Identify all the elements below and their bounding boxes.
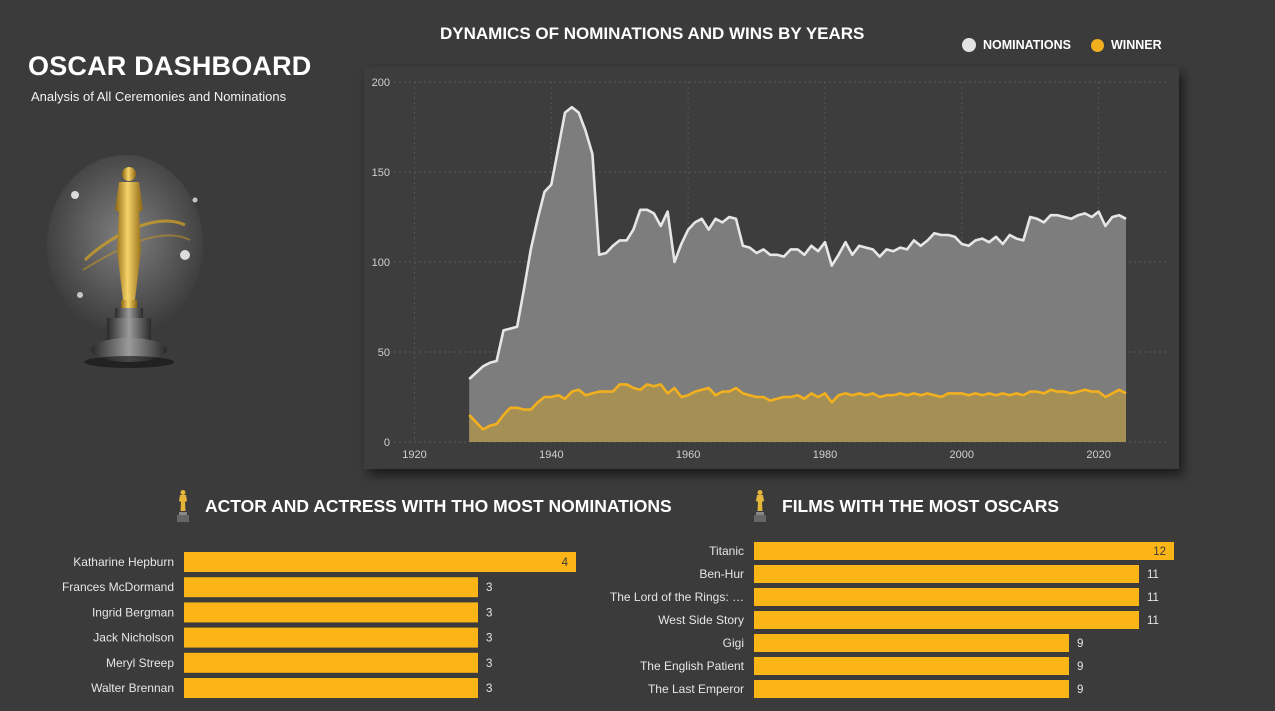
bar-value-label: 4 <box>562 557 569 569</box>
bar <box>184 678 478 698</box>
bar-value-label: 9 <box>1077 661 1083 673</box>
bar <box>754 657 1069 675</box>
x-tick-label: 1940 <box>539 449 563 461</box>
y-tick-label: 100 <box>372 257 390 269</box>
dashboard-subtitle: Analysis of All Ceremonies and Nominatio… <box>31 89 287 104</box>
bar-value-label: 12 <box>1153 546 1166 558</box>
bar <box>754 680 1069 698</box>
bar-value-label: 9 <box>1077 684 1083 696</box>
bar-category-label: The Lord of the Rings: … <box>610 590 744 604</box>
x-tick-label: 1980 <box>813 449 837 461</box>
bar-category-label: West Side Story <box>658 613 744 627</box>
films-bar-chart: Titanic 12 Ben-Hur 11 The Lord of the Rings:… <box>610 542 1174 698</box>
line-chart-title: DYNAMICS OF NOMINATIONS AND WINS BY YEAR… <box>440 24 865 43</box>
bar-category-label: Gigi <box>723 636 744 650</box>
x-tick-label: 2000 <box>950 449 974 461</box>
bar-value-label: 3 <box>486 633 492 645</box>
bar-value-label: 3 <box>486 658 492 670</box>
legend-label-nominations: NOMINATIONS <box>983 38 1071 52</box>
bar-value-label: 3 <box>486 582 492 594</box>
bar <box>184 602 478 623</box>
bar-category-label: Ben-Hur <box>699 567 744 581</box>
bar <box>184 652 478 673</box>
bar-category-label: Titanic <box>709 544 744 558</box>
bar-value-label: 3 <box>486 683 492 695</box>
x-tick-label: 1960 <box>676 449 700 461</box>
bar-category-label: Frances McDormand <box>62 580 174 594</box>
bar-category-label: The Last Emperor <box>648 682 744 696</box>
bar <box>754 611 1139 629</box>
y-tick-label: 150 <box>372 167 390 179</box>
bar <box>754 634 1069 652</box>
bar <box>754 542 1174 560</box>
films-section-title: FILMS WITH THE MOST OSCARS <box>752 489 1059 523</box>
bar-value-label: 9 <box>1077 638 1083 650</box>
bar-category-label: Ingrid Bergman <box>92 605 174 619</box>
legend-dot-winner <box>1090 38 1104 52</box>
y-tick-label: 50 <box>378 347 390 359</box>
actors-bar-chart: Katharine Hepburn 4 Frances McDormand 3 Ingr… <box>62 552 576 698</box>
y-tick-label: 200 <box>372 77 390 89</box>
bar <box>754 565 1139 583</box>
actors-title-text: ACTOR AND ACTRESS WITH THO MOST NOMINATI… <box>205 495 672 516</box>
bar-value-label: 11 <box>1147 615 1159 627</box>
dashboard-title: OSCAR DASHBOARD <box>28 51 312 81</box>
legend-item-nominations[interactable]: NOMINATIONS <box>962 38 1071 52</box>
area-winner <box>469 384 1126 442</box>
x-tick-label: 2020 <box>1086 449 1110 461</box>
bar-category-label: Walter Brennan <box>91 681 174 695</box>
bar <box>184 552 576 572</box>
line-chart-panel: 0 50 100 150 200 1920 1940 1960 1980 2000 2020 <box>364 67 1179 469</box>
line-nominations <box>468 105 1127 380</box>
bar-value-label: 3 <box>486 607 492 619</box>
legend-label-winner: WINNER <box>1110 38 1162 52</box>
bar-value-label: 11 <box>1147 592 1159 604</box>
bar-category-label: Meryl Streep <box>106 656 174 670</box>
line-winner <box>468 383 1127 431</box>
line-chart: 0 50 100 150 200 1920 1940 1960 1980 2000 2020 <box>372 77 1167 461</box>
chart-legend: NOMINATIONS WINNER <box>962 38 1182 52</box>
y-tick-label: 0 <box>384 437 390 449</box>
bar <box>754 588 1139 606</box>
bar-category-label: Jack Nicholson <box>93 631 174 645</box>
bar <box>184 627 478 648</box>
legend-item-winner[interactable]: WINNER <box>1090 38 1162 52</box>
actors-section-title: ACTOR AND ACTRESS WITH THO MOST NOMINATI… <box>175 489 672 523</box>
x-tick-label: 1920 <box>402 449 426 461</box>
legend-dot-nominations <box>962 38 976 52</box>
bar-category-label: Katharine Hepburn <box>73 555 174 569</box>
oscar-mini-icon <box>177 490 189 522</box>
bar-category-label: The English Patient <box>640 659 745 673</box>
oscar-mini-icon <box>754 490 766 522</box>
films-title-text: FILMS WITH THE MOST OSCARS <box>782 495 1060 516</box>
bar-value-label: 11 <box>1147 569 1159 581</box>
area-nominations <box>469 107 1126 442</box>
oscar-statuette-icon <box>45 150 205 380</box>
bar <box>184 577 478 598</box>
